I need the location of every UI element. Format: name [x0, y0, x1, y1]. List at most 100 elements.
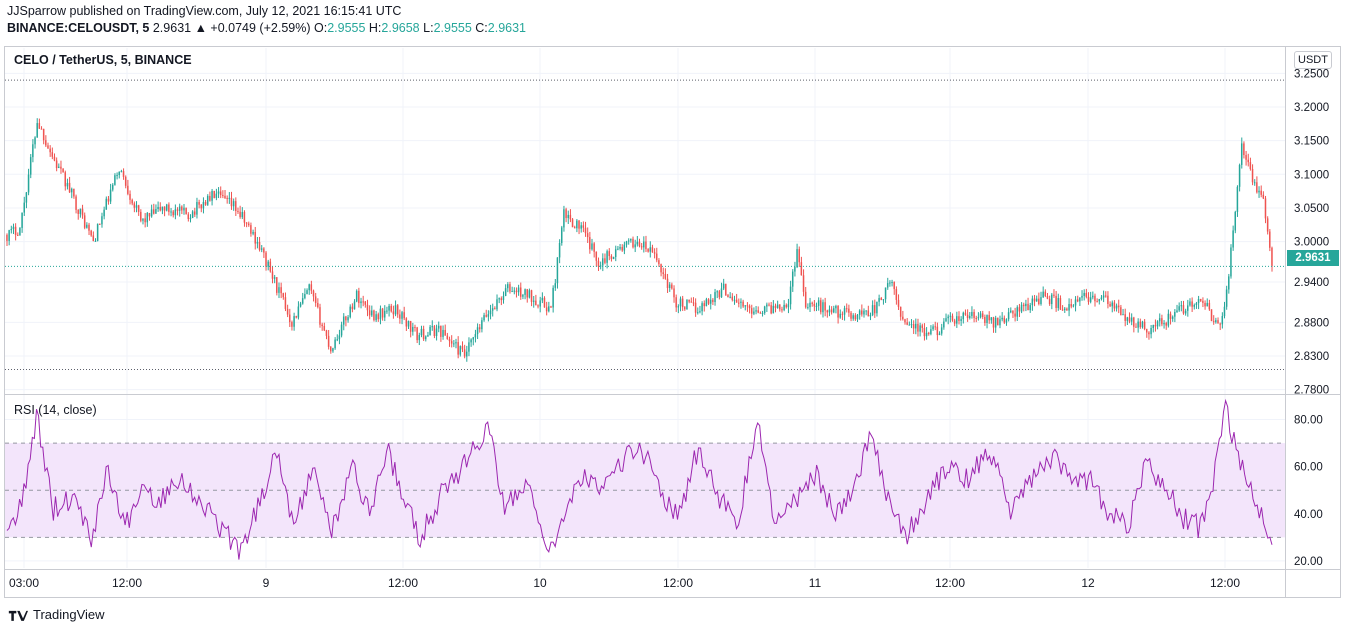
- candle-body: [172, 211, 174, 216]
- candle-body: [943, 321, 945, 328]
- candle-body: [99, 223, 101, 225]
- candle-body: [787, 304, 790, 308]
- candle-body: [194, 211, 196, 215]
- candle-body: [1187, 305, 1189, 311]
- time-tick-label: 12:00: [935, 576, 965, 590]
- candle-body: [824, 302, 826, 311]
- candle-body: [83, 215, 86, 228]
- candle-body: [688, 299, 690, 302]
- tradingview-logo-icon: [8, 610, 28, 621]
- candle-body: [738, 302, 740, 304]
- candle-body: [1228, 276, 1230, 290]
- candle-body: [936, 326, 939, 336]
- candle-body: [1133, 317, 1135, 327]
- candle-body: [487, 314, 490, 317]
- candle-body: [14, 226, 17, 235]
- candle-body: [196, 202, 198, 215]
- candle-body: [997, 317, 999, 326]
- candle-body: [293, 316, 295, 327]
- candle-body: [375, 314, 377, 321]
- candle-body: [6, 234, 8, 241]
- candle-body: [364, 301, 367, 305]
- candle-body: [789, 286, 792, 305]
- candle-body: [586, 233, 589, 238]
- candle-body: [902, 316, 904, 320]
- candle-body: [768, 304, 770, 306]
- price-tick-label: 2.7800: [1294, 385, 1329, 397]
- candle-body: [571, 219, 574, 228]
- candle-body: [47, 145, 49, 149]
- candle-body: [1122, 314, 1124, 316]
- candle-body: [368, 310, 371, 316]
- candle-body: [653, 252, 656, 254]
- candle-body: [260, 248, 263, 250]
- chart-frame: [4, 46, 1341, 598]
- candle-body: [686, 299, 688, 310]
- candle-body: [563, 209, 565, 228]
- candle-body: [437, 325, 440, 329]
- candle-body: [1100, 297, 1103, 300]
- candle-body: [472, 337, 474, 340]
- candle-body: [191, 211, 194, 218]
- candle-body: [1253, 182, 1256, 184]
- candle-body: [595, 251, 598, 261]
- candle-body: [297, 306, 300, 318]
- time-tick-label: 9: [263, 576, 270, 590]
- candle-body: [1232, 230, 1234, 248]
- candle-body: [867, 310, 870, 317]
- candle-body: [280, 287, 282, 294]
- candle-body: [120, 171, 123, 173]
- candle-body: [1124, 314, 1126, 321]
- candle-body: [157, 206, 159, 210]
- candle-body: [599, 265, 602, 267]
- candle-body: [422, 328, 425, 340]
- candle-body: [332, 348, 334, 352]
- candle-body: [129, 193, 131, 200]
- candle-body: [60, 166, 62, 169]
- rsi-tick-label: 40.00: [1294, 509, 1323, 521]
- currency-unit-badge[interactable]: USDT: [1294, 51, 1332, 69]
- candle-body: [886, 283, 889, 288]
- candle-body: [79, 208, 82, 214]
- candle-body: [252, 231, 254, 234]
- pane-title: CELO / TetherUS, 5, BINANCE: [14, 53, 192, 67]
- candle-body: [912, 324, 915, 329]
- time-tick-label: 12:00: [388, 576, 418, 590]
- candle-body: [420, 328, 423, 336]
- candle-body: [938, 333, 941, 336]
- candle-body: [362, 301, 364, 303]
- candle-body: [537, 305, 539, 307]
- candle-body: [409, 321, 412, 332]
- candle-body: [103, 209, 105, 217]
- candle-body: [256, 241, 259, 244]
- candle-body: [830, 309, 833, 313]
- candle-body: [1204, 302, 1206, 307]
- candle-body: [476, 327, 479, 335]
- candle-body: [560, 227, 563, 243]
- candle-body: [1098, 299, 1101, 302]
- candle-body: [40, 128, 43, 130]
- candle-body: [77, 209, 79, 214]
- candle-body: [971, 311, 973, 316]
- candle-body: [183, 207, 185, 211]
- tradingview-logo[interactable]: TradingView: [8, 607, 105, 622]
- candle-body: [893, 282, 895, 290]
- close-label: C:: [475, 21, 488, 35]
- candle-body: [250, 225, 252, 234]
- candle-body: [597, 260, 600, 267]
- candle-body: [401, 312, 403, 319]
- price-tick-label: 3.2500: [1294, 68, 1329, 80]
- candle-body: [986, 315, 988, 323]
- candle-body: [1176, 310, 1178, 313]
- candle-body: [34, 137, 36, 145]
- price-tick-label: 3.2000: [1294, 102, 1329, 114]
- candle-body: [988, 315, 990, 321]
- candle-body: [791, 271, 794, 287]
- candle-body: [258, 241, 261, 250]
- candle-body: [181, 206, 183, 211]
- time-tick-label: 12:00: [112, 576, 142, 590]
- candle-body: [1264, 198, 1267, 219]
- candle-body: [861, 310, 863, 315]
- candle-body: [62, 168, 64, 173]
